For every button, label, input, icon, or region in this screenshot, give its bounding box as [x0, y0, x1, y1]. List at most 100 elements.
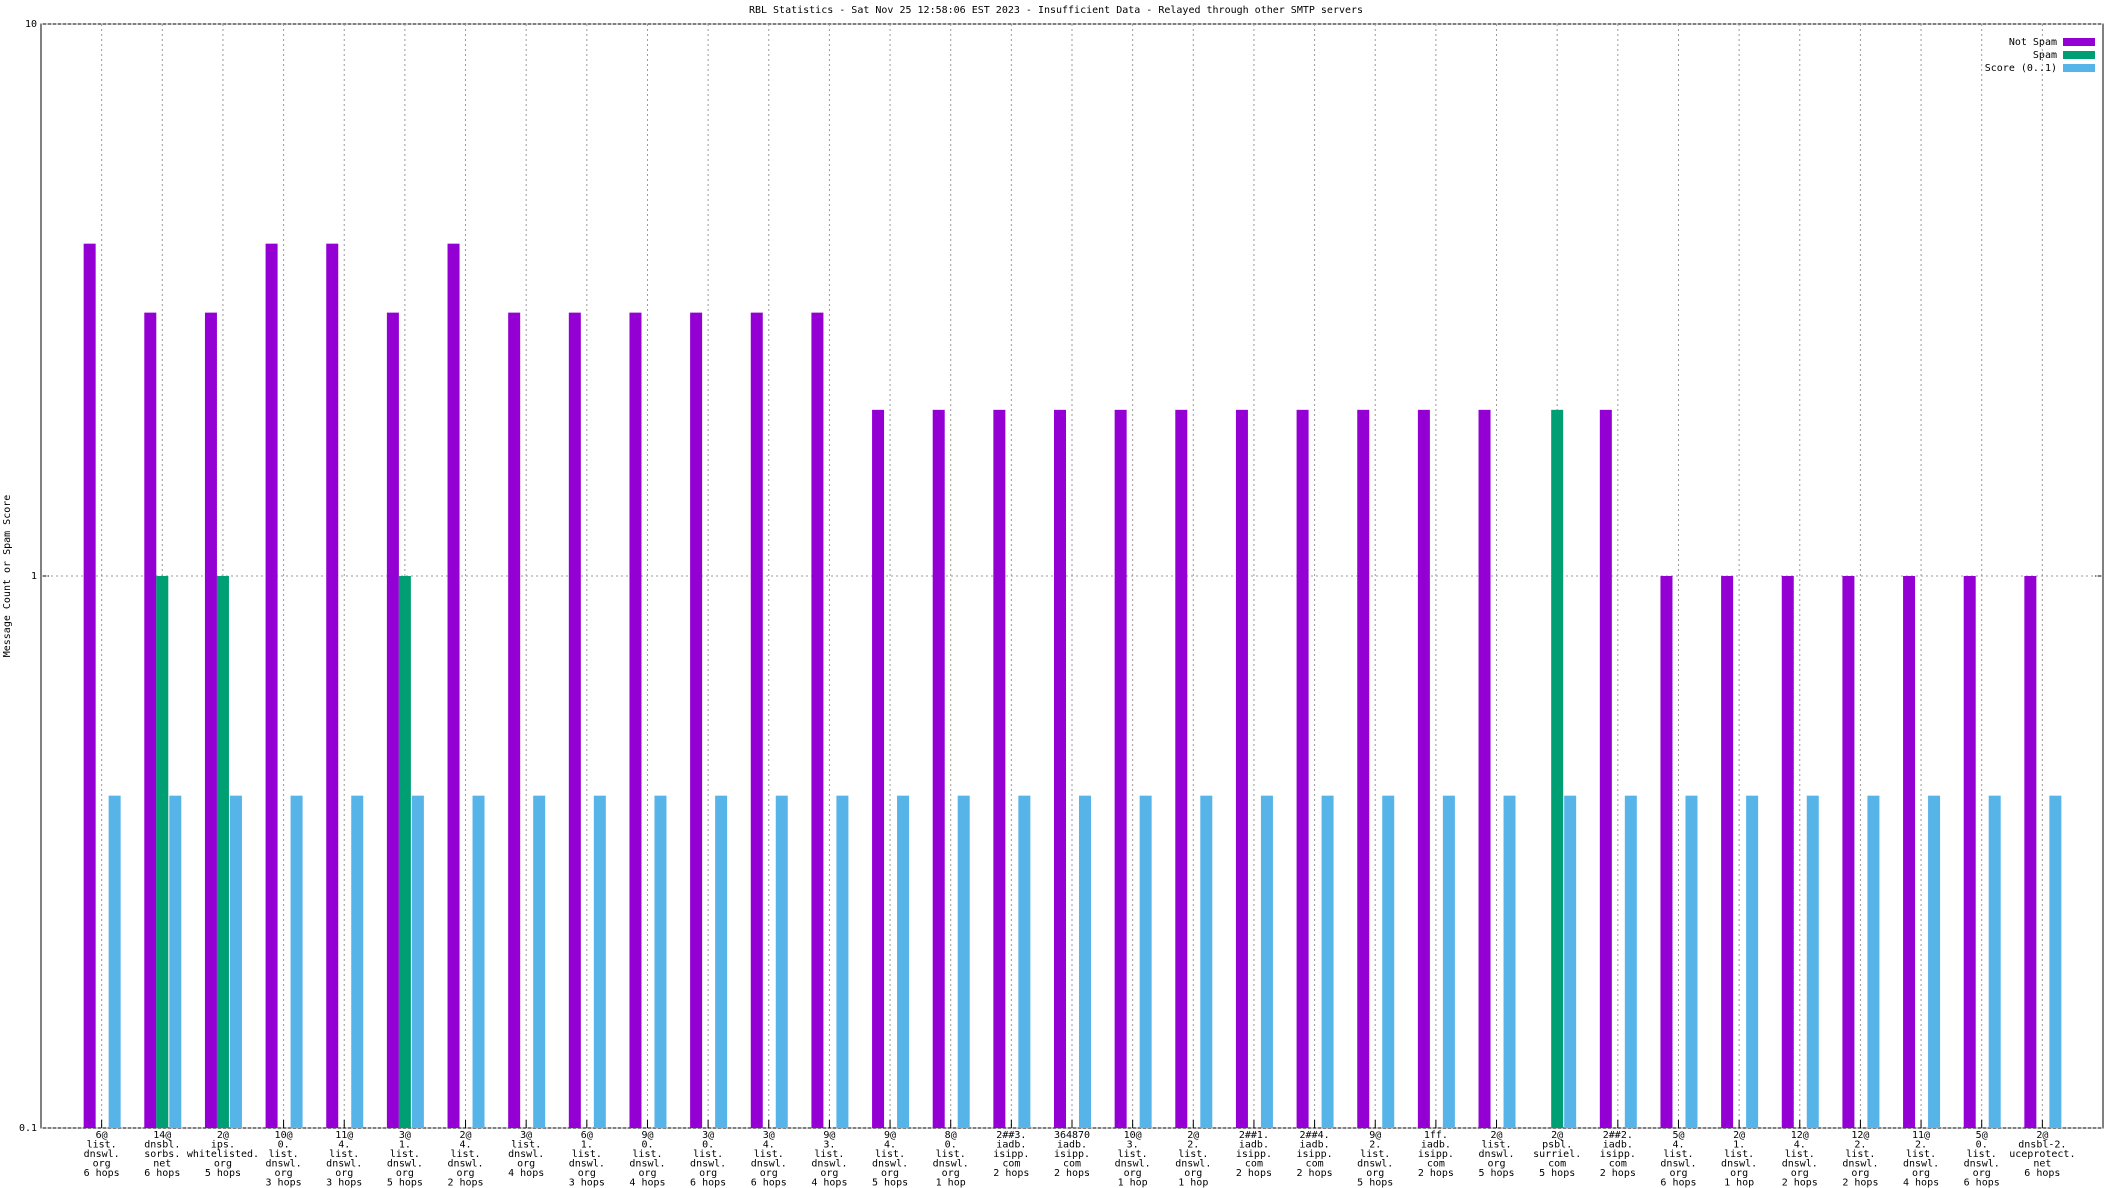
- x-tick-label-line: 6@: [96, 1130, 108, 1141]
- x-tick-label: 9@ 0. list. dnswl. org 4 hops: [629, 1130, 665, 1188]
- x-tick-label: 3@ 0. list. dnswl. org 6 hops: [690, 1130, 726, 1188]
- x-tick-label-line: 2##2.: [1603, 1130, 1633, 1141]
- bar: [629, 312, 642, 1129]
- x-tick-label-line: 5@: [1672, 1130, 1684, 1141]
- x-tick-label-line: list.: [329, 1149, 359, 1160]
- x-tick-label-line: org: [820, 1168, 838, 1179]
- x-tick-label: 9@ 4. list. dnswl. org 5 hops: [872, 1130, 908, 1188]
- bar: [690, 312, 703, 1129]
- x-tick-label-line: 5 hops: [205, 1168, 241, 1179]
- legend-label: Spam: [2033, 50, 2057, 61]
- y-tick-label: 0.1: [19, 1123, 37, 1134]
- x-tick-label-line: uceprotect.: [2009, 1149, 2075, 1160]
- x-tick-label-line: 11@: [335, 1130, 353, 1141]
- x-tick-label-line: 11@: [1912, 1130, 1930, 1141]
- x-tick-label-line: 4.: [460, 1140, 472, 1151]
- bar: [750, 312, 763, 1129]
- x-tick-label-line: dnswl.: [508, 1149, 544, 1160]
- x-tick-label-line: dnsbl.: [144, 1140, 180, 1151]
- bar: [1867, 795, 1880, 1128]
- x-tick-label-line: dnswl.: [1115, 1159, 1151, 1170]
- x-tick-label-line: 0.: [1976, 1140, 1988, 1151]
- x-tick-label-line: 3 hops: [266, 1178, 302, 1188]
- bar: [1624, 795, 1637, 1128]
- x-tick-label-line: iadb.: [1603, 1140, 1633, 1151]
- x-tick-label-line: 4.: [1672, 1140, 1684, 1151]
- bar: [715, 795, 728, 1128]
- x-tick-label-line: 3.: [1127, 1140, 1139, 1151]
- x-tick-label-line: list.: [511, 1140, 541, 1151]
- x-tick-label: 11@ 2. list. dnswl. org 4 hops: [1903, 1130, 1939, 1188]
- bar: [83, 243, 96, 1128]
- x-tick-label-line: isipp.: [993, 1149, 1029, 1160]
- bar: [1139, 795, 1152, 1128]
- x-tick-label-line: 2 hops: [1297, 1168, 1333, 1179]
- x-tick-label-line: org: [1973, 1168, 1991, 1179]
- y-tick-label: 10: [25, 19, 37, 30]
- x-tick-label-line: sorbs.: [144, 1149, 180, 1160]
- x-tick-label-line: com: [1002, 1159, 1020, 1170]
- x-tick-label-line: dnswl.: [872, 1159, 908, 1170]
- bar: [1054, 409, 1066, 1129]
- x-tick-label-line: list.: [1724, 1149, 1754, 1160]
- x-tick-label-line: dnswl.: [84, 1149, 120, 1160]
- bar: [156, 576, 169, 1128]
- x-tick-label-line: list.: [1360, 1149, 1390, 1160]
- x-tick-label-line: 6 hops: [144, 1168, 180, 1179]
- x-tick-label-line: list.: [269, 1149, 299, 1160]
- x-tick-label-line: iadb.: [1421, 1140, 1451, 1151]
- bar: [290, 795, 303, 1128]
- x-tick-label-line: 5 hops: [872, 1178, 908, 1188]
- x-tick-label-line: 2 hops: [1236, 1168, 1272, 1179]
- x-tick-label-line: list.: [1118, 1149, 1148, 1160]
- bar: [872, 409, 885, 1129]
- x-tick-label-line: com: [1427, 1159, 1445, 1170]
- x-tick-label-line: org: [699, 1168, 717, 1179]
- x-tick-label-line: 6 hops: [1964, 1178, 2000, 1188]
- x-tick-label-line: org: [517, 1159, 535, 1170]
- x-tick-label: 12@ 4. list. dnswl. org 2 hops: [1782, 1130, 1818, 1188]
- x-tick-label-line: dnswl.: [1175, 1159, 1211, 1170]
- x-tick-label-line: list.: [450, 1149, 480, 1160]
- x-tick-label-line: org: [214, 1159, 232, 1170]
- x-tick-label-line: 9@: [641, 1130, 653, 1141]
- legend-swatch: [2063, 64, 2095, 72]
- x-tick-label-line: com: [1548, 1159, 1566, 1170]
- bar: [265, 243, 278, 1128]
- bar: [1963, 576, 1976, 1128]
- x-tick-label-line: org: [1184, 1168, 1202, 1179]
- bar: [932, 409, 945, 1129]
- x-tick-label-line: 2@: [1491, 1130, 1503, 1141]
- x-tick-label-line: net: [153, 1159, 171, 1170]
- x-tick-label-line: 8@: [945, 1130, 957, 1141]
- x-tick-label-line: iadb.: [1239, 1140, 1269, 1151]
- x-tick-label: 2##4. iadb. isipp. com 2 hops: [1297, 1130, 1333, 1179]
- x-tick-label-line: list.: [1967, 1149, 1997, 1160]
- x-tick-label-line: 3@: [399, 1130, 411, 1141]
- x-tick-label: 2@ 1. list. dnswl. org 1 hop: [1721, 1130, 1757, 1188]
- x-tick-label-line: list.: [1785, 1149, 1815, 1160]
- x-tick-label-line: 5 hops: [1539, 1168, 1575, 1179]
- x-tick-label: 3@ 1. list. dnswl. org 5 hops: [387, 1130, 423, 1188]
- x-tick-label-line: 4 hops: [629, 1178, 665, 1188]
- bar: [1564, 795, 1577, 1128]
- bar: [1806, 795, 1819, 1128]
- legend-swatch: [2063, 38, 2095, 46]
- x-tick-label-line: 2##1.: [1239, 1130, 1269, 1141]
- x-tick-label-line: list.: [936, 1149, 966, 1160]
- bar: [1382, 795, 1395, 1128]
- x-tick-label-line: 2 hops: [1842, 1178, 1878, 1188]
- x-tick-label-line: 4.: [1794, 1140, 1806, 1151]
- x-tick-label-line: dnswl.: [266, 1159, 302, 1170]
- x-tick-label-line: list.: [87, 1140, 117, 1151]
- x-tick-label-line: 1ff.: [1424, 1130, 1448, 1141]
- x-tick-label-line: list.: [1906, 1149, 1936, 1160]
- x-tick-label-line: com: [1609, 1159, 1627, 1170]
- x-tick-label-line: iadb.: [1057, 1140, 1087, 1151]
- x-tick-label: 9@ 3. list. dnswl. org 4 hops: [811, 1130, 847, 1188]
- x-tick-label-line: 2 hops: [1782, 1178, 1818, 1188]
- x-tick-label-line: list.: [814, 1149, 844, 1160]
- x-tick-label-line: list.: [1178, 1149, 1208, 1160]
- x-tick-label-line: 0.: [278, 1140, 290, 1151]
